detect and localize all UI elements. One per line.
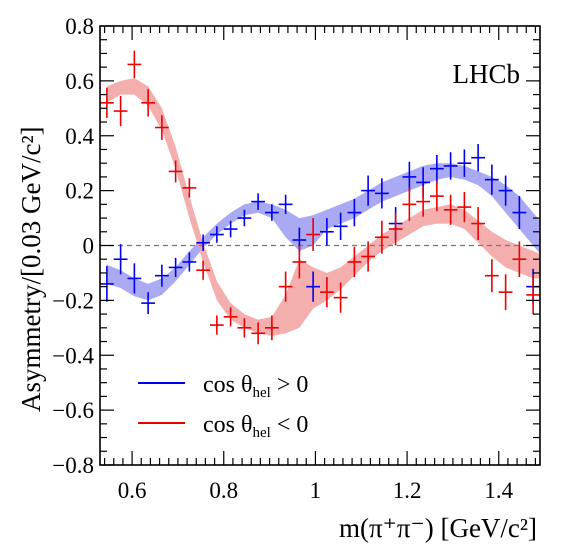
data-point-0-0	[100, 266, 114, 302]
data-point-1-26	[457, 191, 472, 223]
y-tick-label: −0.8	[52, 453, 94, 478]
x-axis-title: m(π⁺π⁻) [GeV/c²]	[339, 513, 537, 543]
data-point-0-15	[306, 271, 320, 302]
data-point-0-17	[333, 212, 348, 241]
data-point-0-7	[196, 234, 210, 251]
data-point-0-3	[141, 292, 155, 315]
data-point-0-5	[168, 257, 183, 278]
x-tick-label: 1	[310, 478, 322, 503]
data-point-1-18	[347, 246, 362, 278]
x-axis-tick-labels: 0.6 0.8 1 1.2 1.4	[118, 478, 514, 503]
data-point-1-25	[443, 194, 458, 225]
x-tick-label: 1.2	[393, 478, 422, 503]
data-point-0-11	[251, 193, 265, 210]
y-tick-label: −0.4	[52, 343, 94, 368]
data-point-1-7	[196, 260, 210, 280]
legend-label-positive: cos θhel > 0	[203, 372, 308, 401]
data-point-1-20	[375, 220, 389, 254]
data-point-0-16	[320, 218, 334, 246]
x-axis-ticks	[103, 26, 537, 465]
legend-label-negative: cos θhel < 0	[203, 412, 308, 441]
data-points	[100, 50, 540, 345]
data-point-0-22	[402, 161, 417, 192]
data-point-1-12	[265, 315, 279, 341]
data-point-1-8	[210, 315, 224, 335]
x-tick-label: 0.8	[209, 478, 238, 503]
data-point-1-27	[471, 207, 485, 241]
data-point-0-12	[265, 204, 279, 221]
data-point-0-10	[237, 209, 252, 227]
data-point-1-6	[182, 178, 197, 198]
y-tick-label: −0.2	[52, 288, 94, 313]
lhcb-label: LHCb	[453, 59, 521, 89]
data-point-1-5	[168, 160, 183, 183]
x-tick-label: 0.6	[118, 478, 147, 503]
band-series-1	[106, 78, 540, 336]
data-point-0-20	[375, 178, 389, 209]
legend: cos θhel > 0 cos θhel < 0	[138, 372, 308, 441]
data-point-1-10	[237, 318, 252, 338]
y-axis-tick-labels: −0.8 −0.6 −0.4 −0.2 0 0.2 0.4 0.6 0.8	[52, 14, 94, 478]
y-tick-label: 0	[83, 234, 95, 259]
data-point-1-4	[155, 115, 169, 140]
data-point-1-16	[320, 277, 334, 308]
y-tick-label: 0.4	[65, 124, 94, 149]
y-axis-title: Asymmetry/[0.03 GeV/c²]	[16, 126, 46, 412]
data-point-1-3	[141, 89, 155, 117]
data-point-0-26	[457, 149, 472, 177]
data-point-0-25	[443, 152, 458, 180]
data-point-1-11	[251, 322, 265, 345]
y-tick-label: 0.2	[65, 179, 94, 204]
data-point-1-29	[498, 274, 513, 310]
data-point-0-6	[182, 252, 197, 272]
data-point-0-18	[347, 198, 362, 227]
data-point-1-14	[292, 245, 307, 279]
data-point-1-0	[100, 87, 114, 118]
y-tick-label: 0.6	[65, 69, 94, 94]
y-tick-label: −0.6	[52, 398, 94, 423]
data-point-1-17	[333, 282, 348, 313]
data-point-0-4	[155, 264, 169, 287]
data-point-1-22	[402, 187, 417, 221]
y-axis-ticks	[100, 25, 540, 466]
data-point-0-24	[430, 154, 444, 183]
data-point-1-31	[526, 275, 540, 315]
data-point-0-9	[223, 220, 238, 238]
data-point-1-30	[512, 241, 527, 278]
data-point-1-19	[361, 241, 375, 272]
data-point-1-23	[416, 186, 430, 217]
data-point-1-28	[485, 259, 499, 293]
data-point-0-1	[113, 244, 128, 275]
data-point-0-29	[498, 175, 513, 206]
data-point-0-30	[512, 196, 527, 230]
data-point-0-8	[210, 226, 224, 243]
data-point-1-24	[430, 181, 444, 212]
data-point-1-13	[278, 271, 293, 302]
data-point-0-27	[471, 143, 485, 172]
data-point-1-1	[113, 95, 128, 127]
data-point-0-28	[485, 164, 499, 195]
data-point-1-15	[306, 218, 320, 251]
data-point-1-2	[127, 50, 142, 79]
uncertainty-bands	[106, 78, 540, 336]
y-tick-label: 0.8	[65, 14, 94, 39]
x-tick-label: 1.4	[484, 478, 513, 503]
data-point-1-9	[223, 307, 238, 327]
data-point-0-19	[361, 175, 375, 206]
data-point-0-2	[127, 263, 142, 294]
data-point-1-21	[388, 212, 403, 246]
data-point-0-13	[278, 194, 293, 214]
